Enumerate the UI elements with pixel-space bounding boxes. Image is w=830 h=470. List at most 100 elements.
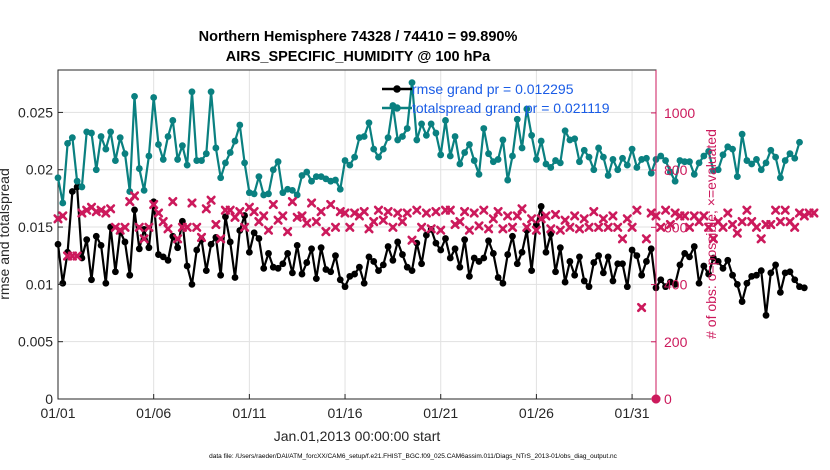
point-rmse [399,251,406,258]
point-totalspread [786,150,794,158]
point-totalspread [719,151,727,159]
x-marker-core [629,225,635,230]
point-rmse [537,203,545,210]
point-obs-evaluated [627,222,637,232]
point-obs-evaluated [574,224,585,234]
point-rmse [451,245,459,253]
point-rmse [499,279,507,287]
point-obs-evaluated [412,205,422,215]
point-obs-evaluated [737,217,747,227]
point-obs-evaluated [790,222,800,232]
point-obs-evaluated [321,227,331,237]
x-marker-core [572,213,577,219]
point-totalspread [671,177,679,185]
point-rmse [686,253,693,261]
point-rmse [260,264,268,272]
x-marker-core [739,219,745,224]
y2-tick-label: 600 [664,219,688,235]
x-marker-core [701,213,706,219]
point-rmse [604,253,612,261]
point-obs-evaluated [756,234,766,244]
x-marker-core [433,209,439,214]
point-totalspread [647,169,655,177]
x-marker-core [429,226,434,231]
point-obs-evaluated [316,207,326,217]
point-totalspread [499,136,507,144]
point-obs-evaluated [579,214,589,224]
x-marker-core [663,208,668,213]
point-totalspread [155,141,162,148]
point-obs-evaluated [531,225,542,235]
point-totalspread [312,173,320,181]
point-totalspread [643,154,650,162]
point-obs-evaluated [407,235,417,245]
point-obs-evaluated [402,208,412,218]
point-obs-evaluated [498,224,508,234]
point-totalspread [542,160,550,168]
x-marker-core [534,228,539,233]
chart-title: Northern Hemisphere 74328 / 74410 = 99.8… [199,29,518,45]
point-rmse [619,260,626,268]
point-totalspread [293,191,301,199]
x-marker-core [692,213,697,219]
point-rmse [767,269,775,277]
x-axis: 01/01 01/06 01/11 01/16 01/21 01/26 01/31 [40,394,650,421]
point-totalspread [437,151,445,159]
x-marker-core [744,208,750,213]
point-obs-evaluated [359,207,369,217]
point-obs-evaluated [684,222,695,232]
point-totalspread [140,186,148,194]
x-marker-core [132,193,137,199]
point-obs-evaluated [278,211,288,221]
x-marker-core [510,225,515,230]
point-totalspread [217,174,225,182]
point-totalspread [705,147,713,155]
point-rmse [623,283,631,291]
point-totalspread [64,139,71,147]
point-obs-evaluated [460,207,470,217]
point-rmse [695,279,703,287]
point-obs-evaluated [287,197,297,207]
point-totalspread [360,133,368,140]
point-totalspread [68,134,76,142]
point-obs-evaluated [699,211,709,221]
point-rmse [408,267,416,275]
point-obs-evaluated [794,208,805,218]
point-totalspread [231,137,239,145]
point-totalspread [796,138,803,146]
x-marker-core [481,208,486,213]
point-obs-evaluated [780,205,790,215]
point-totalspread [513,115,521,123]
point-obs-evaluated [364,224,374,234]
point-rmse [265,250,272,257]
point-totalspread [470,157,478,164]
point-totalspread [159,156,167,163]
x-marker-core [778,219,783,224]
point-totalspread [298,172,306,179]
point-rmse [442,235,449,242]
point-totalspread [576,158,583,166]
point-rmse [437,246,445,254]
x-marker-core [141,236,147,241]
point-obs-evaluated [345,222,355,232]
point-obs-evaluated [235,207,245,217]
point-obs-evaluated [397,217,407,227]
point-totalspread [255,173,263,181]
x-marker-core [644,236,649,241]
x-marker-core [562,218,568,223]
x-marker-core [280,213,285,219]
x-marker-core [448,208,453,213]
point-totalspread [666,168,674,176]
x-marker-core [586,225,592,230]
x-marker-core [376,208,381,213]
point-totalspread [145,152,153,160]
point-totalspread [303,168,311,176]
point-rmse [671,280,679,288]
point-rmse [360,279,368,287]
point-obs-evaluated [153,208,164,218]
x-axis-label: Jan.01,2013 00:00:00 start [274,428,441,444]
point-rmse [312,275,320,283]
point-rmse [657,276,665,284]
point-obs-evaluated [526,214,537,224]
